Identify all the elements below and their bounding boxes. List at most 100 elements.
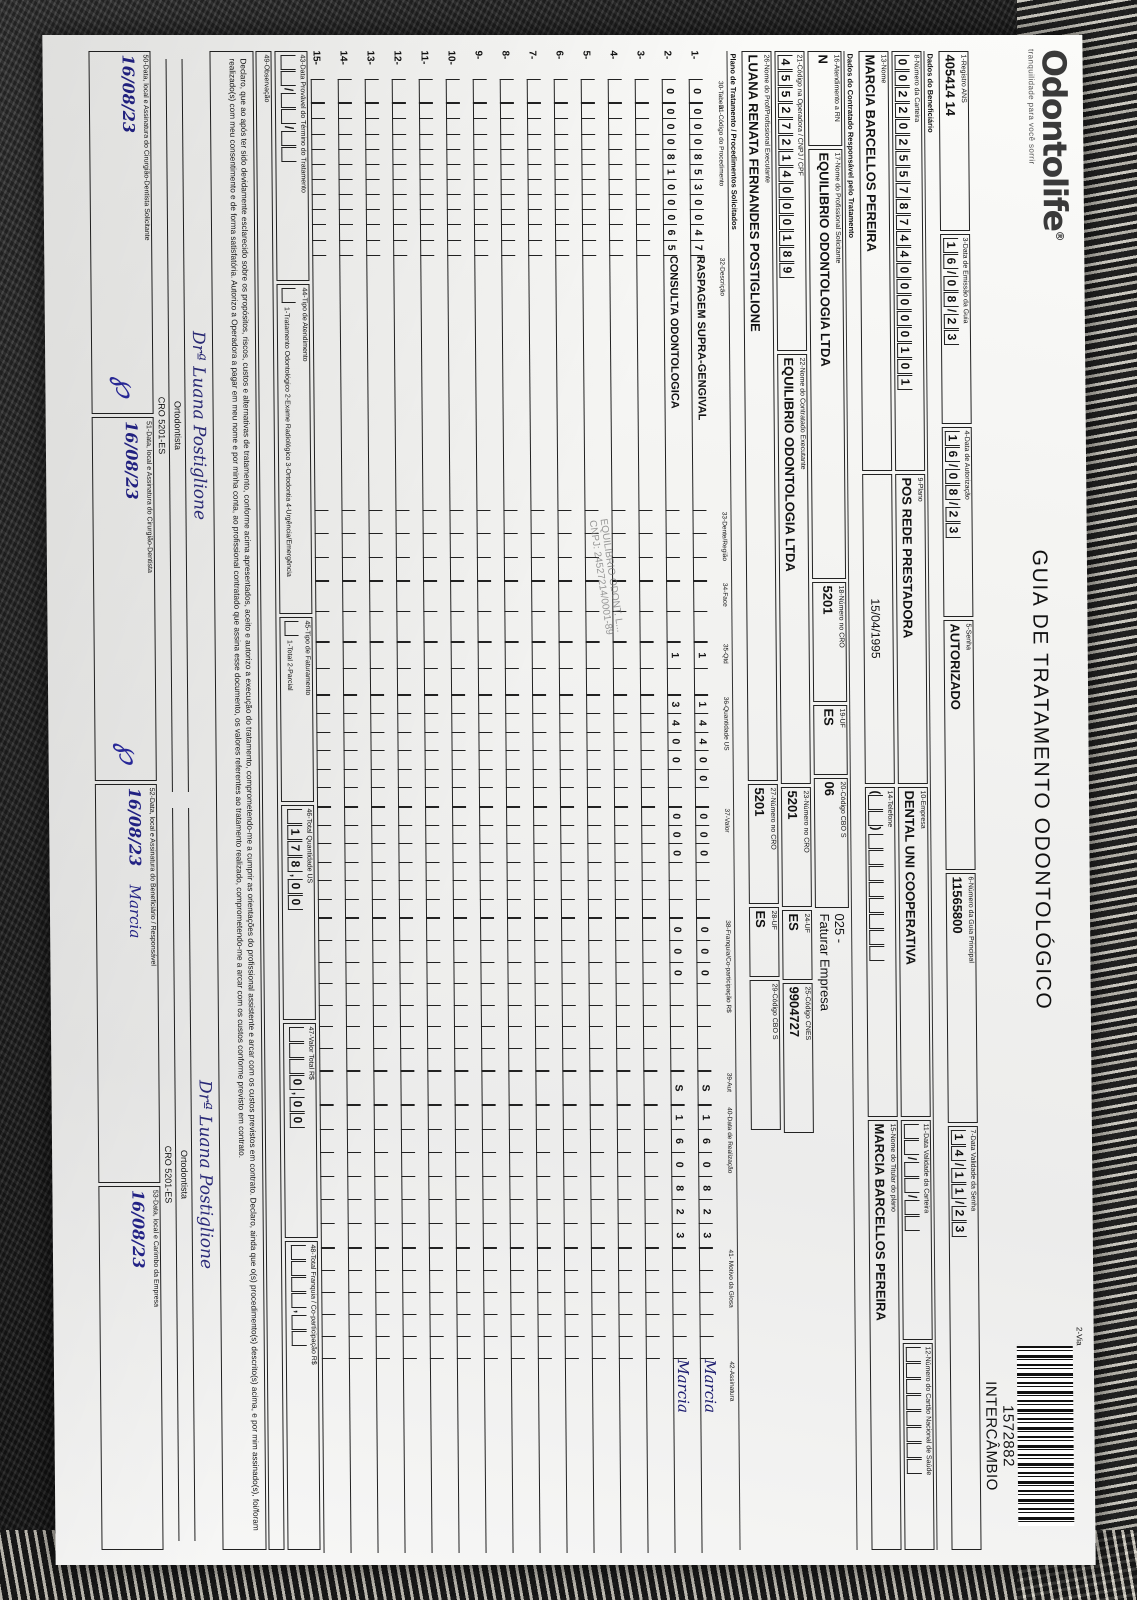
cell-descricao[interactable] — [582, 255, 611, 510]
cell-face[interactable] — [396, 580, 424, 642]
segmented-cell[interactable] — [666, 580, 681, 642]
tipo-faturamento-checkbox[interactable] — [284, 620, 299, 636]
segmented-cell[interactable] — [508, 1070, 523, 1106]
cell-dente[interactable] — [557, 509, 585, 581]
segmented-cell[interactable] — [559, 694, 575, 807]
cell-codigo[interactable] — [364, 103, 393, 256]
cell-data-realizacao[interactable] — [643, 1105, 672, 1248]
segmented-cell[interactable] — [562, 1070, 577, 1106]
cell-tabela[interactable] — [526, 78, 554, 104]
cell-descricao[interactable] — [366, 255, 395, 510]
cell-quantidade-us[interactable] — [505, 694, 533, 807]
cell-valor[interactable] — [641, 806, 669, 919]
cell-motivo-glosa[interactable] — [644, 1247, 673, 1360]
sig-box-solicitante[interactable]: 50-Data, local e Assinatura do Cirurgião… — [87, 50, 154, 415]
cell-assinatura[interactable] — [429, 1359, 459, 1553]
segmented-cell[interactable] — [445, 78, 460, 104]
cell-dente[interactable] — [503, 509, 531, 581]
cell-franquia[interactable] — [372, 918, 400, 1071]
segmented-cell[interactable] — [426, 918, 442, 1071]
segmented-cell[interactable] — [368, 509, 384, 581]
segmented-cell[interactable] — [536, 1247, 552, 1360]
segmented-cell[interactable] — [370, 694, 386, 807]
cell-descricao[interactable] — [393, 255, 422, 510]
segmented-cell[interactable] — [557, 509, 573, 581]
segmented-cell[interactable] — [423, 641, 439, 695]
cell-dente[interactable] — [314, 509, 342, 581]
segmented-cell[interactable] — [481, 1070, 496, 1106]
cell-descricao[interactable] — [420, 255, 449, 510]
segmented-cell[interactable] — [319, 1105, 335, 1248]
segmented-cell[interactable] — [481, 1105, 497, 1248]
field-data-autorizacao[interactable]: 4-Data de Autorização 16/08/23 — [941, 426, 974, 617]
segmented-cell[interactable]: 1 — [666, 641, 682, 695]
segmented-cell[interactable] — [509, 1247, 525, 1360]
segmented-cell[interactable] — [613, 694, 629, 807]
cell-codigo[interactable] — [445, 103, 474, 256]
segmented-cell[interactable] — [346, 1070, 361, 1106]
cell-valor[interactable] — [425, 806, 453, 919]
segmented-cell[interactable] — [531, 580, 546, 642]
segmented-cell[interactable] — [319, 1070, 334, 1106]
field-data-validade-senha[interactable]: 7-Data Validade da Senha 14/11/23 — [947, 1125, 982, 1550]
field-numero-carteira[interactable]: 8-Número da Carteira 0022025578744000001… — [891, 50, 926, 471]
segmented-cell[interactable] — [341, 509, 357, 581]
cell-face[interactable] — [558, 580, 586, 642]
segmented-cell[interactable] — [504, 580, 519, 642]
segmented-cell[interactable] — [400, 1105, 416, 1248]
cell-face[interactable] — [693, 580, 721, 642]
cell-aut[interactable] — [535, 1070, 562, 1106]
segmented-cell[interactable] — [589, 1105, 605, 1248]
segmented-cell[interactable]: 0 — [688, 78, 703, 104]
segmented-cell[interactable] — [617, 1247, 633, 1360]
cell-codigo[interactable] — [607, 103, 636, 256]
segmented-cell[interactable] — [397, 694, 413, 807]
cell-dente[interactable] — [449, 509, 477, 581]
cell-aut[interactable] — [589, 1070, 616, 1106]
segmented-cell[interactable] — [317, 806, 333, 919]
segmented-cell[interactable] — [454, 1105, 470, 1248]
cell-assinatura[interactable] — [402, 1359, 432, 1553]
segmented-cell[interactable] — [391, 78, 406, 104]
cell-face[interactable] — [504, 580, 532, 642]
segmented-cell[interactable] — [508, 1105, 524, 1248]
cell-tabela[interactable]: 0 — [661, 78, 689, 104]
segmented-cell[interactable] — [560, 806, 576, 919]
cell-face[interactable] — [369, 580, 397, 642]
segmented-cell[interactable] — [642, 918, 658, 1071]
segmented-cell[interactable] — [472, 78, 487, 104]
segmented-cell[interactable] — [643, 1070, 658, 1106]
cell-assinatura[interactable] — [537, 1359, 567, 1553]
cell-dente[interactable] — [692, 509, 720, 581]
segmented-cell[interactable] — [369, 641, 385, 695]
cell-aut[interactable] — [373, 1070, 400, 1106]
segmented-cell[interactable] — [418, 103, 435, 256]
segmented-cell[interactable] — [373, 1070, 388, 1106]
segmented-cell[interactable] — [478, 694, 494, 807]
segmented-cell[interactable] — [590, 1247, 606, 1360]
field-codigo-cnes[interactable]: 25-Código CNES 9904727 — [782, 982, 814, 1133]
cell-descricao[interactable] — [609, 255, 638, 510]
field-nome-prof-executante[interactable]: 26-Nome do Prof/Profissional Executante … — [741, 50, 778, 781]
cell-qtd[interactable] — [342, 641, 370, 695]
segmented-cell[interactable] — [558, 580, 573, 642]
cell-motivo-glosa[interactable] — [320, 1247, 349, 1360]
cell-motivo-glosa[interactable] — [482, 1247, 511, 1360]
cell-tabela[interactable] — [310, 78, 338, 104]
segmented-cell[interactable] — [499, 78, 514, 104]
field-numero-cro[interactable]: 18-Número no CRO 5201 — [812, 581, 848, 702]
segmented-cell[interactable] — [345, 918, 361, 1071]
segmented-cell[interactable] — [532, 694, 548, 807]
segmented-cell[interactable] — [337, 103, 354, 256]
segmented-cell[interactable] — [640, 694, 656, 807]
segmented-cell[interactable] — [337, 78, 352, 104]
segmented-cell[interactable] — [526, 78, 541, 104]
field-valor-total[interactable]: 47-Valor Total R$ 0,00 — [282, 1022, 318, 1238]
cell-codigo[interactable] — [499, 103, 528, 256]
field-numero-cro-2[interactable]: 23-Número no CRO 5201 — [780, 786, 812, 907]
